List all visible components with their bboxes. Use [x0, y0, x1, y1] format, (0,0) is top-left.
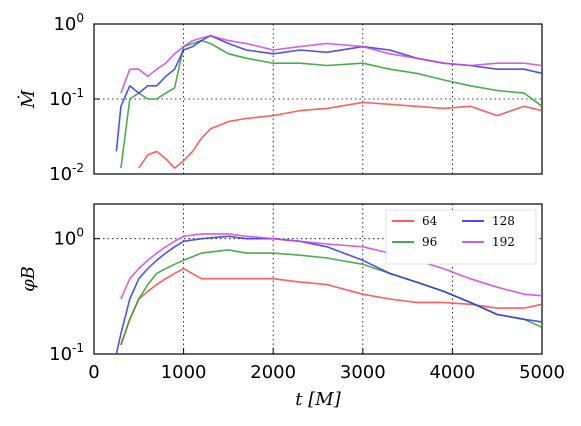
phib-y-axis-label: φB [18, 266, 39, 292]
x-tick-label: 4000 [429, 362, 475, 383]
mdot-series-64 [138, 101, 543, 169]
legend-label-128: 128 [492, 214, 515, 228]
phib-y-tick-label: 10-1 [49, 341, 84, 365]
legend-label-192: 192 [492, 235, 515, 249]
x-tick-label: 0 [88, 362, 99, 383]
mdot-y-ticks: 10-2 10-1 100 [49, 11, 100, 185]
mdot-y-axis-label: Ṁ [16, 89, 39, 109]
legend-label-64: 64 [422, 214, 438, 228]
phib-y-tick-label: 100 [53, 226, 84, 250]
phib-series-192 [120, 233, 543, 300]
phib-plot-frame [93, 203, 543, 355]
mdot-y-tick-label: 100 [53, 11, 84, 35]
mdot-y-tick-label: 10-2 [49, 161, 84, 185]
phib-panel: 10-1 100 0 1000 2000 3000 4000 5000 φB t [M] 6… [18, 203, 565, 410]
phib-y-ticks: 10-1 100 [49, 226, 100, 365]
phib-series [115, 233, 543, 355]
phib-series-128 [115, 235, 543, 355]
x-tick-label: 1000 [161, 362, 207, 383]
mdot-series [115, 34, 543, 169]
mdot-series-192 [120, 34, 543, 94]
legend: 64 96 128 192 [385, 209, 537, 265]
mdot-panel: 10-2 10-1 100 Ṁ [16, 11, 543, 185]
mdot-series-128 [115, 34, 543, 152]
phib-series-64 [120, 267, 543, 346]
x-axis-label: t [M] [295, 389, 341, 410]
mdot-plot-frame [93, 23, 543, 175]
mdot-series-96 [120, 39, 543, 169]
legend-box [385, 209, 537, 265]
mdot-grid [94, 24, 542, 174]
legend-label-96: 96 [422, 235, 437, 249]
x-ticks: 0 1000 2000 3000 4000 5000 [88, 348, 565, 383]
x-tick-label: 3000 [340, 362, 386, 383]
x-tick-label: 2000 [250, 362, 296, 383]
mdot-y-tick-label: 10-1 [49, 86, 84, 110]
x-tick-label: 5000 [519, 362, 565, 383]
